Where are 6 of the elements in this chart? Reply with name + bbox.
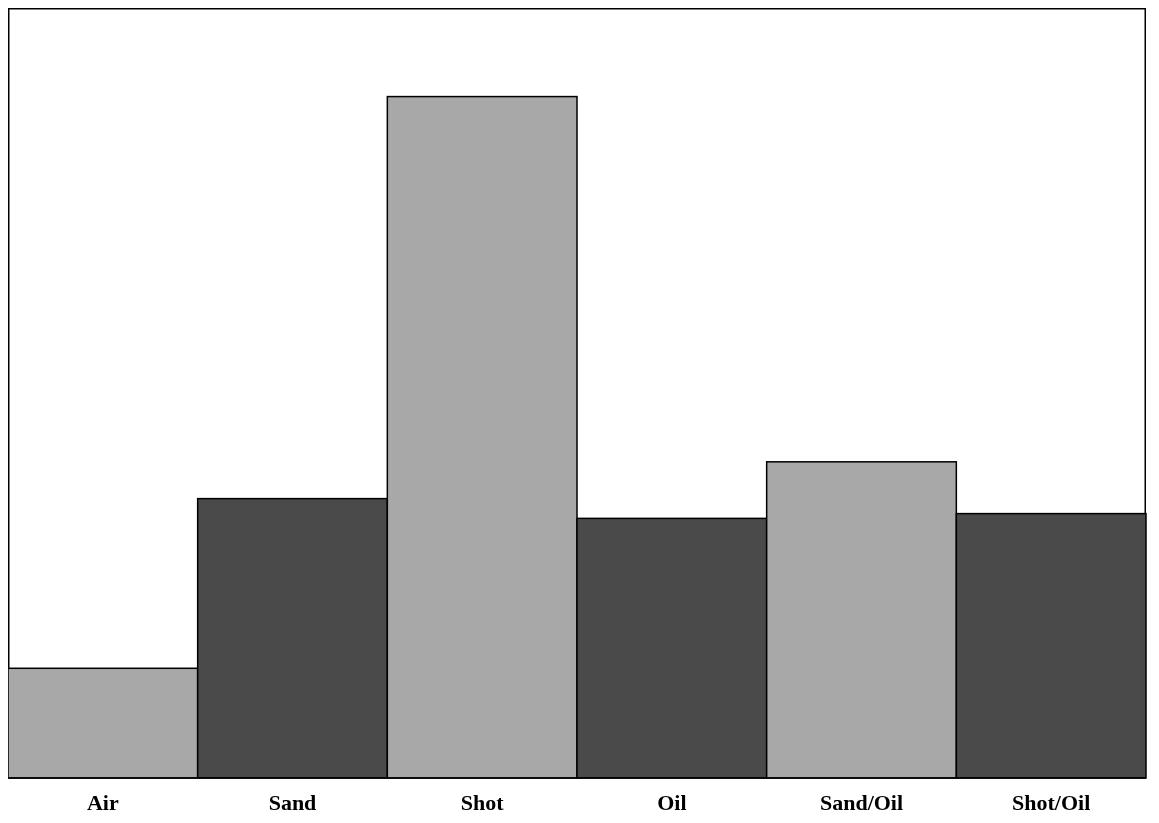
x-tick-label: Sand [268, 790, 317, 815]
x-tick-label: Shot/Oil [1012, 790, 1091, 815]
x-tick-label: Oil [657, 790, 687, 815]
x-tick-label: Air [86, 790, 119, 815]
x-tick-label: Shot [460, 790, 505, 815]
x-tick-label: Sand/Oil [819, 790, 904, 815]
